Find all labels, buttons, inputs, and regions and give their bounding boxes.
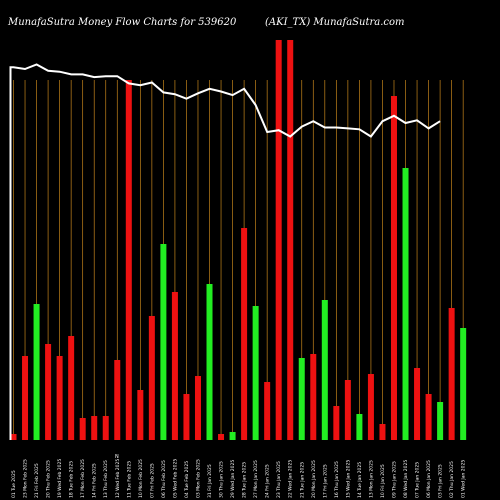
x-tick-label: 29 Wed Jan 2025 (230, 460, 236, 498)
x-tick-label: 01 Wed Jan 2025 (461, 460, 467, 498)
chart-title: MunafaSutra Money Flow Charts for 539620 (8, 17, 237, 28)
money-flow-line (9, 63, 441, 440)
money-flow-bar (125, 80, 132, 440)
money-flow-bar (229, 432, 236, 440)
x-tick-label: 11 Tue Feb 2025 (126, 461, 132, 498)
money-flow-bar (298, 358, 305, 440)
x-tick-label: 27 Mon Jan 2025 (253, 460, 259, 498)
x-tick-label: 20 Mon Jan 2025 (311, 460, 317, 498)
x-tick-label: 19 Wed Feb 2025 (57, 459, 63, 498)
x-tick-label: 23 Thu Jan 2025 (276, 461, 282, 498)
money-flow-bar (79, 418, 86, 440)
x-tick-label: 05 Wed Feb 2025 (172, 459, 178, 498)
x-tick-label: 08 Wed Jan 2025 (403, 460, 409, 498)
x-tick-label: 10 Mon Feb 2025 (138, 459, 144, 498)
x-tick-label: 01 Tue 2025 (11, 470, 17, 498)
x-tick-label: 17 Fri Jan 2025 (322, 464, 328, 498)
x-tick-label: 07 Fri Feb 2025 (149, 463, 155, 498)
x-tick-label: 28 Tue Jan 2025 (242, 462, 248, 498)
money-flow-bar (68, 336, 75, 440)
money-flow-bar (390, 96, 397, 440)
money-flow-bar (91, 416, 98, 440)
x-tick-label: 10 Fri Jan 2025 (380, 464, 386, 498)
x-tick-label: 04 Tue Feb 2025 (184, 461, 190, 498)
x-tick-label: 14 Fri Feb 2025 (92, 463, 98, 498)
money-flow-bar (425, 394, 432, 440)
x-tick-label: 09 Thu Jan 2025 (391, 461, 397, 498)
x-tick-label: 07 Tue Jan 2025 (415, 462, 421, 498)
money-flow-bar (56, 356, 63, 440)
money-flow-bar (218, 434, 225, 440)
money-flow-bar (194, 376, 201, 440)
x-tick-label: 21 Fri Feb 2025 (34, 463, 40, 498)
money-flow-bar (22, 356, 29, 440)
money-flow-bar (114, 360, 121, 440)
x-tick-label: 15 Wed Jan 2025 (345, 460, 351, 498)
money-flow-bar (171, 292, 178, 440)
money-flow-bar (310, 354, 317, 440)
x-tick-label: 22 Wed Jan 2025 (288, 460, 294, 498)
money-flow-bar (137, 390, 144, 440)
x-tick-label: 13 Mon Jan 2025 (368, 460, 374, 498)
x-tick-label: 03 Mon Feb 2025 (195, 459, 201, 498)
x-tick-label: 24 Fri Jan 2025 (265, 464, 271, 498)
money-flow-bar (402, 168, 409, 440)
money-flow-bar (241, 228, 248, 440)
x-tick-label: 13 Thu Feb 2025 (103, 460, 109, 498)
money-flow-bar (344, 380, 351, 440)
money-flow-bar (148, 316, 155, 440)
money-flow-bar (102, 416, 109, 440)
x-tick-label: 12 Wed Feb 2025 (115, 459, 121, 498)
x-tick-label: 02 Thu Jan 2025 (449, 461, 455, 498)
x-tick-label: 18 Tue Feb 2025 (69, 461, 75, 498)
money-flow-bar (448, 308, 455, 440)
money-flow-bar (414, 368, 421, 440)
x-tick-label: 16 Thu Jan 2025 (334, 461, 340, 498)
money-flow-bar (356, 414, 363, 440)
money-flow-bar (287, 40, 294, 440)
x-tick-label: 17 Mon Feb 2025 (80, 459, 86, 498)
money-flow-bar (160, 244, 167, 440)
chart-marker: N (115, 454, 119, 460)
x-tick-label: 21 Tue Jan 2025 (299, 462, 305, 498)
money-flow-bar (206, 284, 213, 440)
x-tick-label: 23 Mon Feb 2025 (23, 459, 29, 498)
x-tick-label: 06 Mon Jan 2025 (426, 460, 432, 498)
money-flow-bar (275, 40, 282, 440)
money-flow-bar (10, 434, 17, 440)
money-flow-bar (379, 424, 386, 440)
money-flow-bar (460, 328, 467, 440)
money-flow-bar (33, 304, 40, 440)
money-flow-bar (252, 306, 259, 440)
x-tick-label: 30 Thu Jan 2025 (219, 461, 225, 498)
money-flow-bar (45, 344, 52, 440)
money-flow-bar (333, 406, 340, 440)
x-tick-label: 06 Thu Feb 2025 (161, 460, 167, 498)
money-flow-bar (321, 300, 328, 440)
money-flow-bar (367, 374, 374, 440)
x-tick-label: 20 Thu Feb 2025 (46, 460, 52, 498)
chart-source: (AKI_TX) MunafaSutra.com (265, 17, 405, 28)
money-flow-bar (264, 382, 271, 440)
money-flow-bar (183, 394, 190, 440)
x-tick-label: 03 Fri Jan 2025 (438, 464, 444, 498)
x-tick-label: 14 Tue Jan 2025 (357, 462, 363, 498)
x-tick-label: 31 Fri Jan 2025 (207, 464, 213, 498)
money-flow-bar (437, 402, 444, 440)
